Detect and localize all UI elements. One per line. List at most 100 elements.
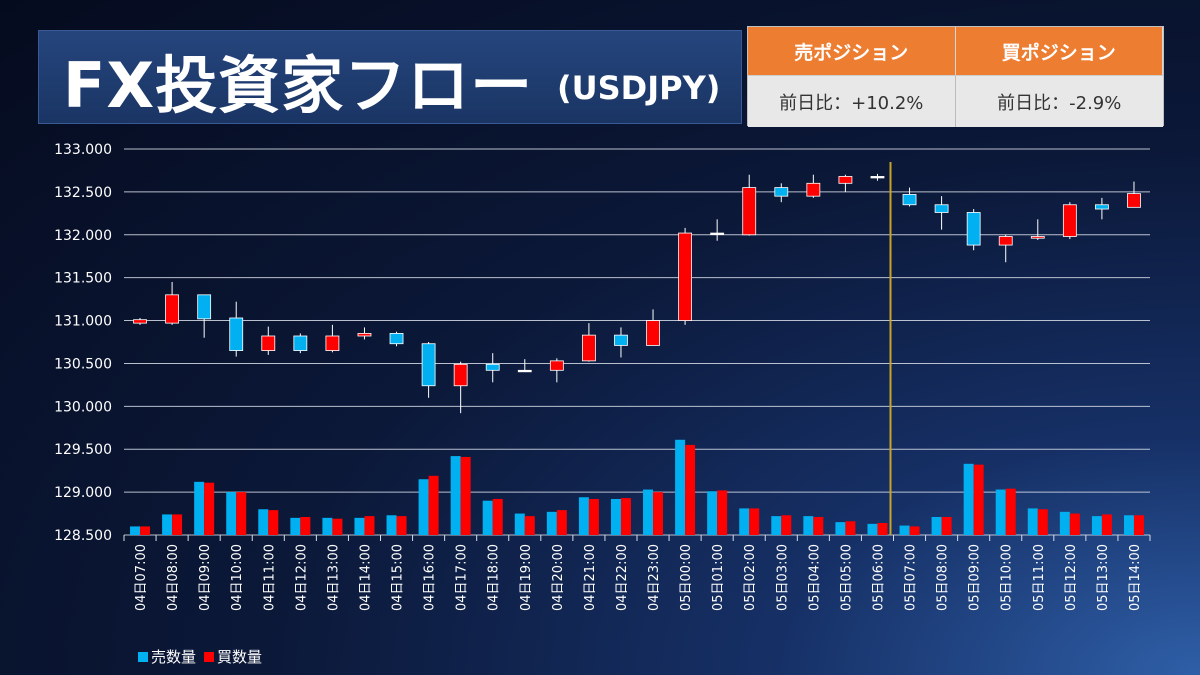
candle-body bbox=[614, 334, 628, 346]
sell-volume-bar bbox=[226, 492, 237, 535]
candle-body bbox=[133, 319, 147, 324]
buy-volume-bar bbox=[140, 526, 151, 535]
sell-volume-bar bbox=[867, 523, 878, 535]
x-tick-label: 05日06:00 bbox=[871, 544, 886, 611]
buy-volume-bar bbox=[364, 516, 375, 535]
candle-body bbox=[678, 232, 692, 321]
y-tick-label: 133.000 bbox=[54, 142, 112, 158]
buy-volume-bar bbox=[332, 518, 343, 535]
buy-volume-bar bbox=[492, 498, 503, 535]
x-tick-label: 05日02:00 bbox=[743, 544, 758, 611]
sell-volume-bar bbox=[1027, 508, 1038, 535]
sell-volume-bar bbox=[771, 516, 782, 535]
buy-volume-bar bbox=[556, 510, 567, 535]
candle-body bbox=[934, 204, 949, 213]
chart-legend: 売数量 買数量 bbox=[138, 646, 270, 667]
x-tick-label: 04日13:00 bbox=[326, 544, 341, 611]
buy-volume-bar bbox=[524, 516, 535, 535]
buy-volume-bar bbox=[1069, 513, 1080, 535]
x-tick-label: 05日12:00 bbox=[1064, 544, 1079, 611]
legend-buy-swatch bbox=[204, 651, 215, 662]
sell-volume-bar bbox=[162, 514, 173, 535]
x-tick-label: 04日17:00 bbox=[455, 544, 470, 611]
buy-volume-bar bbox=[620, 498, 631, 535]
legend-sell-label: 売数量 bbox=[151, 648, 197, 666]
sell-volume-bar bbox=[963, 463, 974, 535]
x-tick-label: 05日14:00 bbox=[1128, 544, 1143, 611]
position-table: 売ポジション 買ポジション 前日比：+10.2% 前日比：-2.9% bbox=[747, 26, 1164, 127]
sell-volume-bar bbox=[1059, 511, 1070, 535]
x-tick-label: 04日23:00 bbox=[647, 544, 662, 611]
x-tick-label: 04日08:00 bbox=[166, 544, 181, 611]
y-tick-label: 131.000 bbox=[54, 314, 112, 330]
buy-volume-bar bbox=[749, 508, 760, 535]
x-tick-label: 04日10:00 bbox=[230, 544, 245, 611]
x-tick-label: 04日19:00 bbox=[519, 544, 534, 611]
buy-volume-bar bbox=[1101, 514, 1112, 535]
candle-body bbox=[742, 187, 757, 236]
candle-body bbox=[549, 360, 564, 371]
candle-body bbox=[453, 363, 468, 387]
candle-body bbox=[646, 320, 660, 346]
candle-body bbox=[485, 363, 500, 371]
x-tick-label: 05日08:00 bbox=[936, 544, 951, 611]
candle-body bbox=[902, 194, 917, 206]
buy-volume-bar bbox=[813, 516, 824, 535]
sell-position-header: 売ポジション bbox=[748, 27, 956, 75]
sell-volume-bar bbox=[258, 509, 269, 535]
buy-volume-bar bbox=[268, 510, 279, 535]
sell-volume-bar bbox=[1091, 516, 1102, 535]
y-tick-label: 130.500 bbox=[54, 356, 112, 372]
x-tick-label: 04日14:00 bbox=[358, 544, 373, 611]
x-tick-label: 04日18:00 bbox=[487, 544, 502, 611]
buy-volume-bar bbox=[845, 521, 856, 535]
x-tick-label: 04日12:00 bbox=[294, 544, 309, 611]
x-tick-label: 04日16:00 bbox=[423, 544, 438, 611]
x-tick-label: 05日05:00 bbox=[839, 544, 854, 611]
sell-volume-bar bbox=[418, 479, 429, 535]
sell-volume-bar bbox=[899, 525, 910, 535]
y-tick-label: 131.500 bbox=[54, 271, 112, 287]
candle-body bbox=[710, 232, 725, 235]
x-tick-label: 05日10:00 bbox=[1000, 544, 1015, 611]
candle-body bbox=[774, 187, 789, 197]
sell-volume-bar bbox=[546, 511, 557, 535]
x-tick-label: 05日04:00 bbox=[807, 544, 822, 611]
x-tick-label: 05日11:00 bbox=[1032, 544, 1047, 611]
x-tick-label: 05日13:00 bbox=[1096, 544, 1111, 611]
buy-volume-bar bbox=[1037, 509, 1048, 535]
candle-body bbox=[165, 294, 179, 324]
y-tick-label: 132.000 bbox=[54, 228, 112, 244]
y-tick-label: 128.500 bbox=[54, 528, 112, 544]
sell-volume-bar bbox=[803, 516, 814, 535]
candle-body bbox=[998, 236, 1013, 246]
x-tick-label: 04日15:00 bbox=[391, 544, 406, 611]
candle-body bbox=[966, 212, 981, 246]
sell-volume-bar bbox=[835, 522, 846, 535]
x-tick-label: 04日21:00 bbox=[583, 544, 598, 611]
y-tick-label: 129.500 bbox=[54, 442, 112, 458]
candle-body bbox=[1095, 204, 1109, 210]
sell-volume-bar bbox=[482, 500, 493, 535]
buy-volume-bar bbox=[781, 515, 792, 535]
buy-volume-bar bbox=[1133, 515, 1144, 535]
candle-body bbox=[1127, 193, 1141, 208]
sell-volume-bar bbox=[1123, 515, 1134, 535]
legend-buy-label: 買数量 bbox=[217, 648, 263, 666]
buy-volume-bar bbox=[877, 522, 888, 535]
sell-volume-bar bbox=[643, 489, 654, 535]
x-tick-label: 05日01:00 bbox=[711, 544, 726, 611]
buy-volume-bar bbox=[685, 444, 696, 535]
y-tick-label: 130.000 bbox=[54, 399, 112, 415]
buy-volume-bar bbox=[460, 456, 471, 535]
buy-volume-bar bbox=[717, 490, 728, 535]
candle-body bbox=[582, 334, 596, 362]
sell-position-change: 前日比：+10.2% bbox=[748, 75, 956, 127]
y-tick-label: 132.500 bbox=[54, 185, 112, 201]
candle-body bbox=[261, 335, 276, 351]
sell-volume-bar bbox=[354, 517, 365, 535]
candle-body bbox=[389, 333, 404, 345]
buy-volume-bar bbox=[236, 492, 247, 535]
candle-body bbox=[325, 335, 340, 351]
